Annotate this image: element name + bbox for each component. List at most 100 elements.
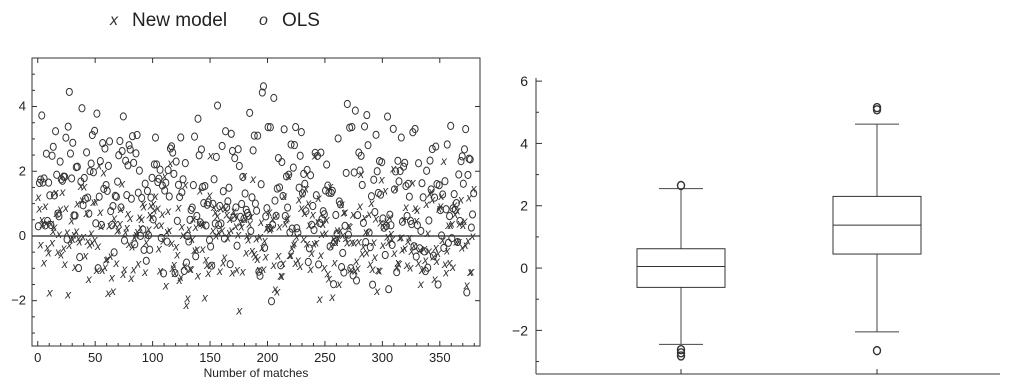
scatter-point-new-model: x <box>466 265 474 279</box>
scatter-point-new-model: x <box>278 269 286 283</box>
scatter-point-ols <box>458 152 466 161</box>
scatter-point-new-model: x <box>351 264 359 278</box>
scatter-point-ols <box>400 162 408 171</box>
scatter-point-new-model: x <box>257 215 265 229</box>
scatter-point-ols <box>120 236 128 245</box>
scatter-point-ols <box>289 163 297 172</box>
scatter-point-new-model: x <box>243 228 251 242</box>
scatter-point-ols <box>151 133 159 142</box>
scatter-point-new-model: x <box>151 189 159 203</box>
scatter-point-ols <box>419 193 427 202</box>
scatter-point-new-model: x <box>388 232 396 246</box>
scatter-point-new-model: x <box>281 217 289 231</box>
scatter-point-ols <box>379 214 387 223</box>
scatter-point-new-model: x <box>201 291 209 305</box>
scatter-point-ols <box>362 238 370 247</box>
scatter-point-new-model: x <box>100 166 108 180</box>
scatter-point-ols <box>357 151 365 160</box>
scatter-point-new-model: x <box>126 211 134 225</box>
scatter-point-new-model: x <box>312 235 320 249</box>
scatter-point-ols <box>172 157 180 166</box>
scatter-point-new-model: x <box>77 179 85 193</box>
scatter-point-ols <box>261 243 269 252</box>
scatter-point-ols <box>147 193 155 202</box>
scatter-point-ols <box>333 229 341 238</box>
scatter-point-ols <box>133 130 141 140</box>
scatter-point-new-model: x <box>353 254 361 268</box>
scatter-point-ols <box>347 264 355 273</box>
x-tick-label: 100 <box>142 350 164 365</box>
scatter-point-new-model: x <box>164 204 172 218</box>
scatter-point-new-model: x <box>220 250 228 264</box>
scatter-point-new-model: x <box>294 253 302 267</box>
scatter-point-new-model: x <box>218 223 226 237</box>
scatter-point-new-model: x <box>184 291 192 305</box>
scatter-point-new-model: x <box>354 261 362 275</box>
scatter-point-ols <box>382 221 390 230</box>
scatter-point-ols <box>109 201 117 211</box>
scatter-point-ols <box>117 203 125 212</box>
scatter-point-new-model: x <box>299 186 307 200</box>
scatter-point-ols <box>327 188 335 198</box>
scatter-point-new-model: x <box>135 210 143 224</box>
scatter-point-new-model: x <box>141 265 149 279</box>
scatter-point-new-model: x <box>85 272 93 286</box>
scatter-point-ols <box>394 156 402 165</box>
scatter-point-new-model: x <box>228 265 236 279</box>
scatter-point-ols <box>129 132 137 141</box>
scatter-point-new-model: x <box>185 222 193 236</box>
scatter-point-new-model: x <box>140 200 148 214</box>
scatter-point-ols <box>63 235 71 244</box>
scatter-point-new-model: x <box>464 233 472 247</box>
scatter-point-ols <box>330 280 338 289</box>
scatter-point-new-model: x <box>91 233 99 247</box>
scatter-point-ols <box>204 198 212 207</box>
scatter-point-new-model: x <box>110 211 118 225</box>
scatter-point-ols <box>434 280 442 289</box>
scatter-point-new-model: x <box>296 259 304 273</box>
scatter-point-ols <box>381 250 389 260</box>
scatter-point-new-model: x <box>443 244 451 258</box>
scatter-point-new-model: x <box>157 218 165 232</box>
scatter-point-new-model: x <box>156 264 164 278</box>
scatter-point-new-model: x <box>382 214 390 228</box>
scatter-point-new-model: x <box>327 238 335 252</box>
scatter-point-new-model: x <box>319 217 327 231</box>
scatter-point-new-model: x <box>304 196 312 210</box>
scatter-point-new-model: x <box>162 279 170 293</box>
scatter-point-ols <box>426 156 434 165</box>
scatter-point-ols <box>169 148 177 157</box>
scatter-point-ols <box>462 125 470 134</box>
scatter-point-new-model: x <box>463 278 471 292</box>
scatter-point-ols <box>165 192 173 201</box>
scatter-point-new-model: x <box>444 218 452 232</box>
scatter-point-new-model: x <box>169 261 177 275</box>
scatter-point-new-model: x <box>364 225 372 239</box>
scatter-point-ols <box>255 267 263 276</box>
scatter-point-ols <box>209 199 217 208</box>
scatter-point-new-model: x <box>88 236 96 250</box>
scatter-point-ols <box>276 183 284 192</box>
scatter-point-ols <box>202 221 210 230</box>
scatter-point-new-model: x <box>318 227 326 241</box>
scatter-point-new-model: x <box>168 236 176 250</box>
scatter-point-new-model: x <box>426 187 434 201</box>
scatter-point-ols <box>418 179 426 188</box>
scatter-point-new-model: x <box>425 244 433 258</box>
scatter-point-new-model: x <box>215 225 223 239</box>
scatter-point-ols <box>68 174 76 183</box>
scatter-point-new-model: x <box>273 285 281 299</box>
scatter-point-ols <box>423 166 431 175</box>
scatter-point-new-model: x <box>313 215 321 229</box>
scatter-point-new-model: x <box>153 218 161 232</box>
scatter-point-new-model: x <box>381 183 389 197</box>
scatter-point-ols <box>235 161 243 171</box>
scatter-point-ols <box>303 165 311 175</box>
scatter-point-ols <box>266 123 274 132</box>
scatter-point-ols <box>126 145 134 154</box>
scatter-point-ols <box>225 183 233 192</box>
scatter-point-ols <box>290 140 298 150</box>
scatter-point-ols <box>184 231 192 241</box>
scatter-point-ols <box>310 225 318 235</box>
scatter-point-ols <box>148 173 156 182</box>
